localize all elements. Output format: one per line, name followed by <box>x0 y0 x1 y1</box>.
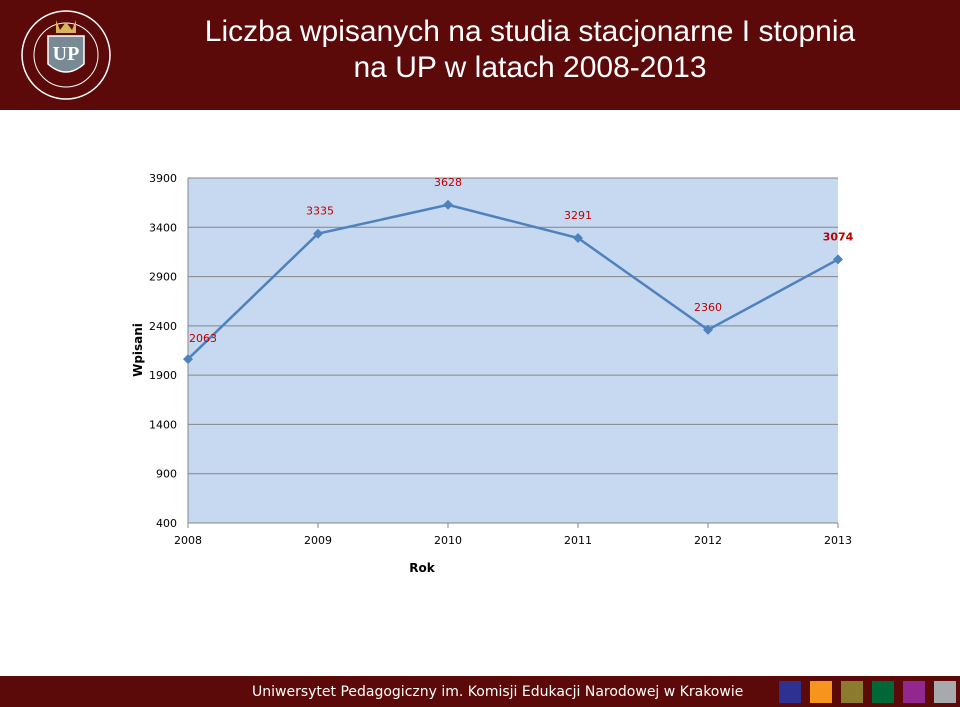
plot-area <box>188 178 838 523</box>
logo-monogram: UP <box>53 43 80 65</box>
series-markers <box>183 199 843 365</box>
data-labels: 2063 3335 3628 3291 2360 3074 <box>189 176 854 345</box>
x-tick-label: 2009 <box>304 534 332 547</box>
y-tick-label: 1900 <box>149 369 177 382</box>
x-axis-ticks: 2008 2009 2010 2011 2012 2013 <box>174 523 852 547</box>
y-tick-label: 2400 <box>149 320 177 333</box>
y-tick-label: 2900 <box>149 271 177 284</box>
footer-bar: Uniwersytet Pedagogiczny im. Komisji Edu… <box>0 676 960 707</box>
series-line <box>187 203 839 360</box>
title-line-2: na UP w latach 2008-2013 <box>353 51 707 84</box>
data-label: 2063 <box>189 332 217 345</box>
data-point-marker <box>313 228 323 239</box>
gridlines <box>187 177 838 524</box>
data-point-marker <box>703 324 713 335</box>
color-swatch <box>779 681 801 703</box>
y-tick-label: 1400 <box>149 418 177 431</box>
data-label: 3291 <box>564 209 592 222</box>
y-tick-label: 3400 <box>149 221 177 234</box>
data-label: 3074 <box>823 230 854 243</box>
footer-text: Uniwersytet Pedagogiczny im. Komisji Edu… <box>252 684 744 700</box>
color-swatch <box>934 681 956 703</box>
x-tick-label: 2013 <box>824 534 852 547</box>
data-point-marker <box>573 233 583 244</box>
x-tick-label: 2010 <box>434 534 462 547</box>
title-line-1: Liczba wpisanych na studia stacjonarne I… <box>204 15 856 48</box>
university-logo: UP <box>21 10 111 100</box>
x-axis-label: Rok <box>409 561 435 575</box>
page-title: Liczba wpisanych na studia stacjonarne I… <box>140 14 920 86</box>
color-swatch <box>903 681 925 703</box>
header-bar: UP Liczba wpisanych na studia stacjonarn… <box>0 0 960 110</box>
x-tick-label: 2011 <box>564 534 592 547</box>
y-axis-label: Wpisani <box>131 323 145 377</box>
color-swatch <box>872 681 894 703</box>
y-tick-label: 400 <box>156 517 177 530</box>
y-axis-ticks: 3900 3400 2900 2400 1900 1400 900 400 <box>149 172 177 530</box>
data-point-marker <box>183 354 193 365</box>
y-tick-label: 900 <box>156 468 177 481</box>
color-swatch <box>810 681 832 703</box>
data-label: 3628 <box>434 176 462 189</box>
data-point-marker <box>443 199 453 210</box>
x-tick-label: 2008 <box>174 534 202 547</box>
color-swatch <box>841 681 863 703</box>
x-tick-label: 2012 <box>694 534 722 547</box>
data-label: 2360 <box>694 301 722 314</box>
y-tick-label: 3900 <box>149 172 177 185</box>
data-label: 3335 <box>306 205 334 218</box>
